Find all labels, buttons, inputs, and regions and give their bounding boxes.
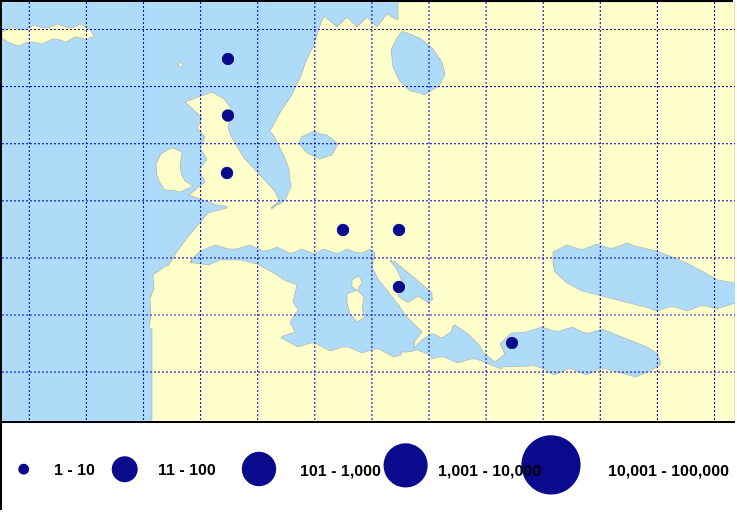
svg-text:1,001 - 10,000: 1,001 - 10,000: [438, 463, 541, 480]
svg-text:10,001 - 100,000: 10,001 - 100,000: [608, 463, 729, 480]
svg-text:11 - 100: 11 - 100: [158, 462, 216, 479]
svg-text:101 - 1,000: 101 - 1,000: [300, 463, 381, 480]
svg-text:1 - 10: 1 - 10: [54, 462, 95, 479]
